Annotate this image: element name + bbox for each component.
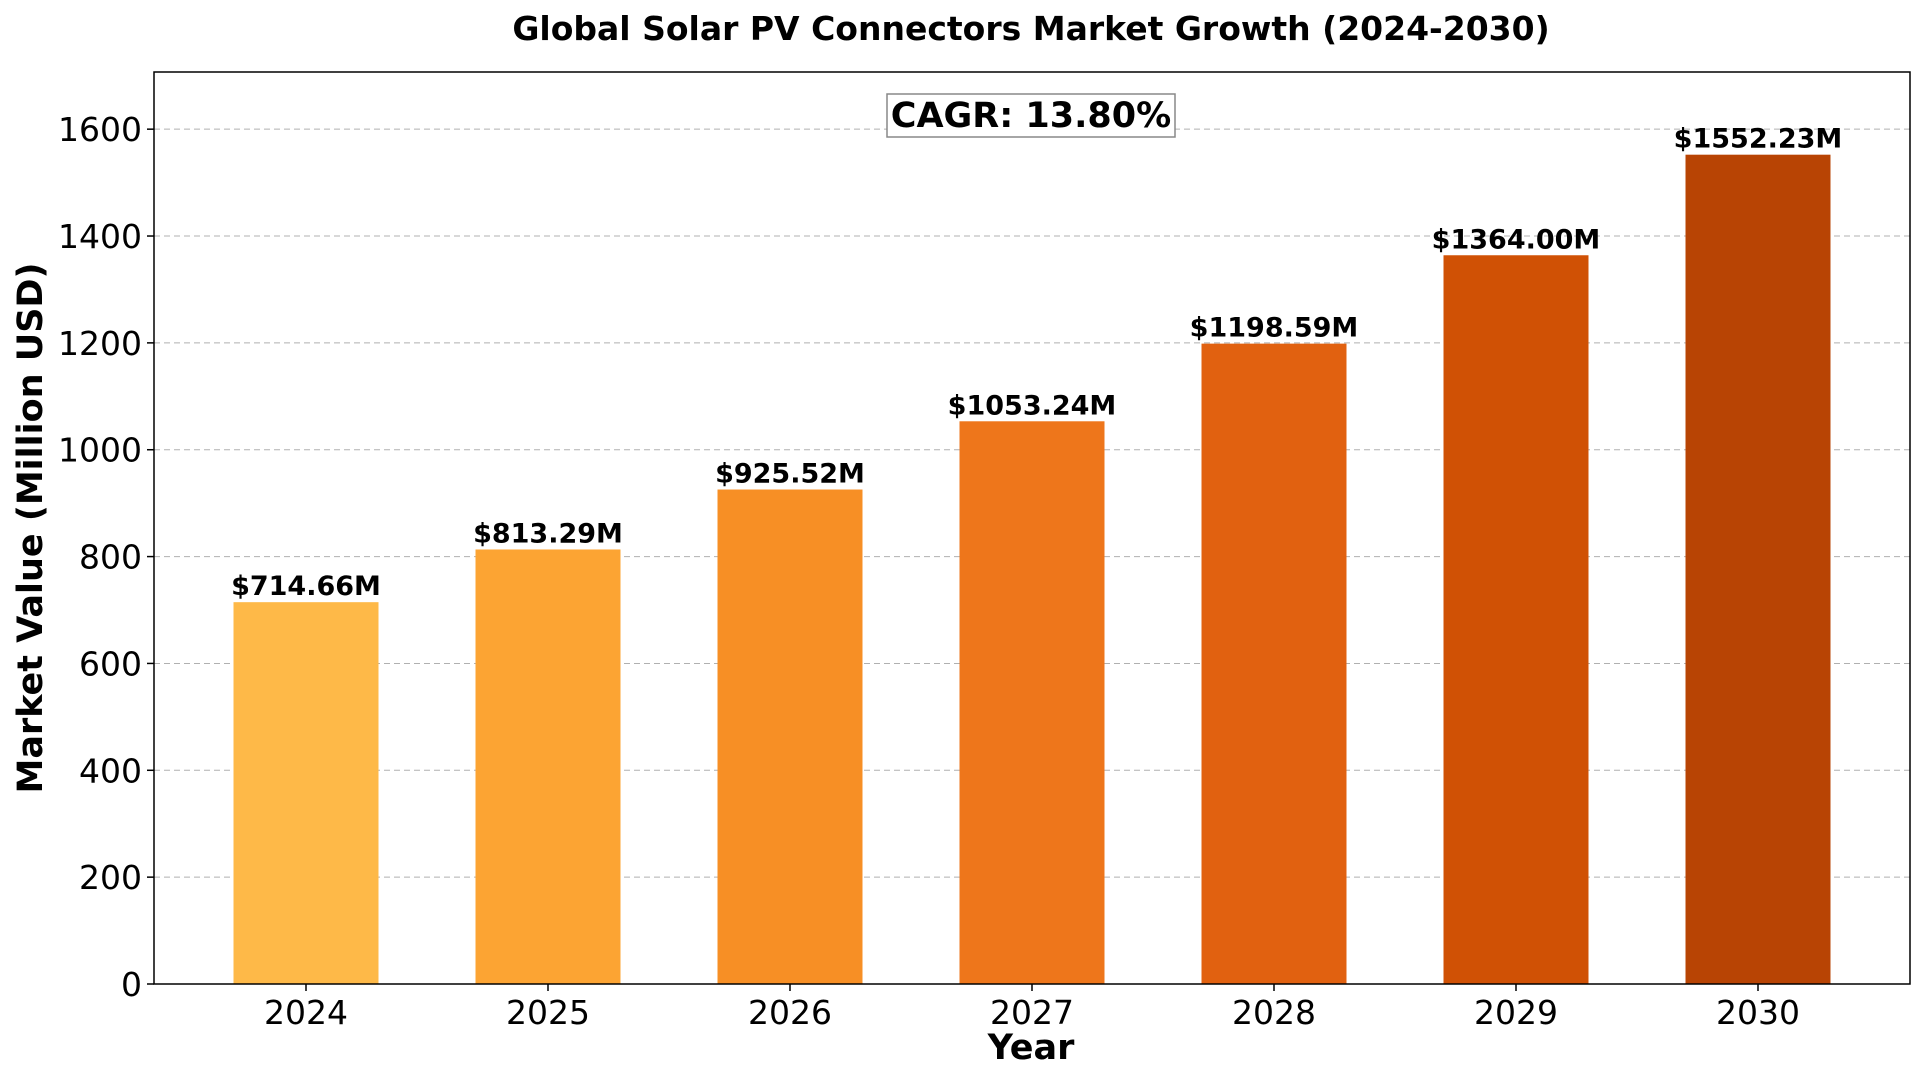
data-label-2025: $813.29M: [473, 518, 623, 549]
x-tick-label-2026: 2026: [748, 993, 832, 1032]
x-tick-label-2025: 2025: [506, 993, 590, 1032]
cagr-box: [886, 93, 1176, 138]
x-tick-label-2028: 2028: [1232, 993, 1316, 1032]
bar-2028: [1201, 343, 1347, 984]
y-tick-label-1400: 1400: [58, 217, 142, 256]
data-label-2028: $1198.59M: [1190, 313, 1359, 344]
y-tick-label-1000: 1000: [58, 431, 142, 470]
cagr-annotation: CAGR: 13.80%: [886, 93, 1176, 138]
data-label-2027: $1053.24M: [948, 390, 1117, 421]
x-tick-label-2030: 2030: [1716, 993, 1800, 1032]
x-tick-label-2029: 2029: [1474, 993, 1558, 1032]
y-tick-label-1600: 1600: [58, 110, 142, 149]
bar-2024: [233, 602, 379, 984]
y-tick-label-0: 0: [121, 965, 142, 1004]
bar-2030: [1685, 154, 1831, 984]
plot-frame: [153, 71, 1911, 985]
x-tick-label-2027: 2027: [990, 993, 1074, 1032]
chart-title: Global Solar PV Connectors Market Growth…: [512, 9, 1549, 48]
bars: [233, 154, 1831, 985]
data-labels: $714.66M $813.29M $925.52M $1053.24M $1198.5…: [231, 124, 1842, 602]
x-tick-label-2024: 2024: [264, 993, 348, 1032]
grid-lines: [154, 128, 1910, 878]
x-axis-ticks: 2024 2025 2026 2027 2028 2029 2030: [264, 984, 1800, 1032]
y-tick-label-1200: 1200: [58, 324, 142, 363]
y-axis-label: Market Value (Million USD): [11, 263, 51, 794]
data-label-2024: $714.66M: [231, 571, 381, 602]
x-axis-label: Year: [987, 1028, 1075, 1068]
cagr-label: CAGR: 13.80%: [891, 96, 1171, 136]
y-axis-ticks: 0 200 400 600 800 1000 1200 1400 1600: [58, 110, 154, 1004]
bar-2025: [475, 549, 621, 984]
data-label-2029: $1364.00M: [1432, 224, 1601, 255]
y-tick-label-200: 200: [79, 858, 142, 897]
y-tick-label-800: 800: [79, 538, 142, 577]
data-label-2026: $925.52M: [715, 459, 865, 490]
y-tick-label-600: 600: [79, 644, 142, 683]
bar-2027: [959, 421, 1105, 984]
bar-2029: [1443, 255, 1589, 985]
bar-2026: [717, 489, 863, 984]
y-tick-label-400: 400: [79, 751, 142, 790]
data-label-2030: $1552.23M: [1674, 124, 1843, 155]
